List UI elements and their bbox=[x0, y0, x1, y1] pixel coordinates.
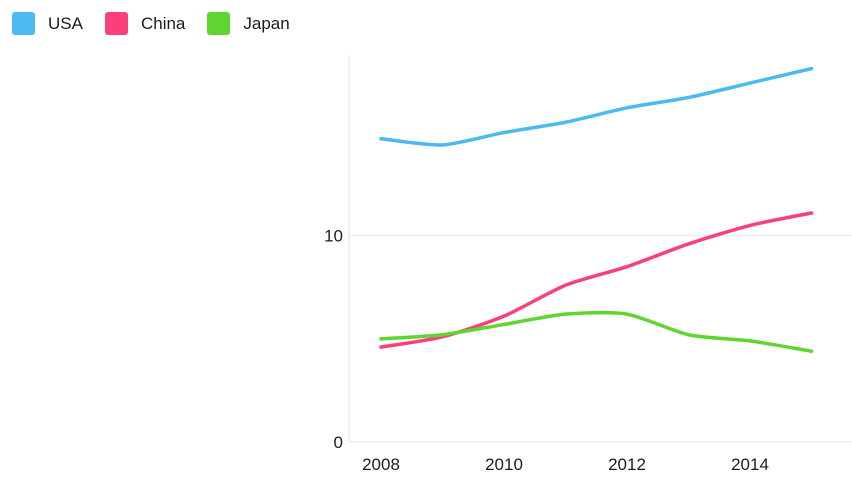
x-tick-label-2010: 2010 bbox=[485, 455, 523, 474]
legend-item-japan[interactable]: Japan bbox=[207, 12, 290, 35]
series-line-japan bbox=[379, 310, 814, 353]
legend-label-china: China bbox=[140, 14, 186, 33]
series-line-china bbox=[379, 211, 814, 349]
y-tick-label-0: 0 bbox=[334, 433, 343, 452]
usa-series-swatch-icon bbox=[12, 12, 35, 35]
y-tick-label-10: 10 bbox=[324, 227, 343, 246]
legend-item-usa[interactable]: USA bbox=[12, 12, 83, 35]
china-series-swatch-icon bbox=[104, 12, 128, 35]
legend-label-usa: USA bbox=[48, 14, 83, 33]
japan-series-swatch-icon bbox=[207, 12, 231, 35]
x-tick-label-2014: 2014 bbox=[731, 455, 769, 474]
legend-label-japan: Japan bbox=[243, 14, 290, 33]
x-tick-label-2012: 2012 bbox=[608, 455, 646, 474]
legend-item-china[interactable]: China bbox=[104, 12, 186, 35]
chart-legend: USA China Japan bbox=[12, 12, 312, 35]
series-line-usa bbox=[379, 66, 814, 147]
x-tick-label-2008: 2008 bbox=[362, 455, 400, 474]
